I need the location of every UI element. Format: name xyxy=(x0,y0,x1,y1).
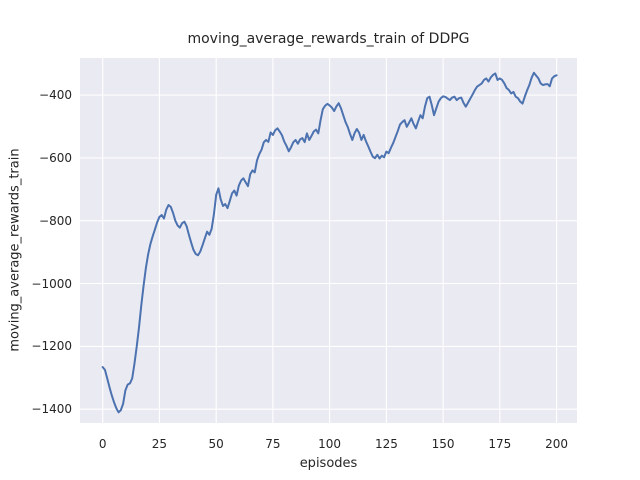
chart-title: moving_average_rewards_train of DDPG xyxy=(187,31,470,47)
y-tick-label: −1200 xyxy=(31,339,72,354)
x-tick-label: 0 xyxy=(98,437,107,451)
plot-area-background xyxy=(80,58,577,423)
x-tick-label: 150 xyxy=(431,437,455,451)
x-tick-label: 25 xyxy=(151,437,168,451)
y-tick-label: −600 xyxy=(39,150,72,165)
y-tick-label: −800 xyxy=(39,213,72,228)
data-line-moving_average_rewards_train xyxy=(101,71,558,414)
x-axis-label: episodes xyxy=(299,456,358,471)
x-tick-label: 75 xyxy=(265,437,281,451)
y-axis-label: moving_average_rewards_train xyxy=(7,148,23,352)
x-tick-label: 175 xyxy=(488,437,512,451)
x-tick-label: 125 xyxy=(374,437,398,451)
y-tick-label: −400 xyxy=(39,88,72,103)
y-tick-label: −1400 xyxy=(31,402,72,417)
x-tick-label: 100 xyxy=(318,437,342,451)
y-tick-label: −1000 xyxy=(31,276,72,291)
x-tick-label: 200 xyxy=(545,437,569,451)
x-tick-label: 50 xyxy=(208,437,224,451)
